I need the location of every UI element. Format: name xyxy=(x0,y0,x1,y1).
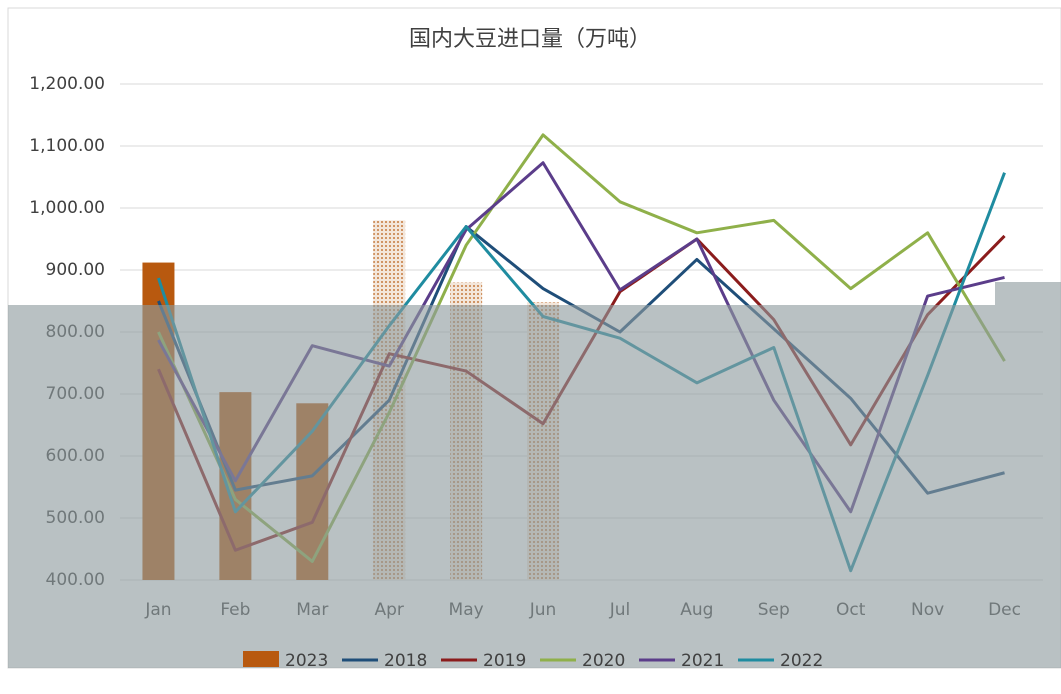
y-tick-label: 900.00 xyxy=(46,260,105,280)
legend-label: 2018 xyxy=(384,651,427,671)
chart-title: 国内大豆进口量（万吨） xyxy=(409,27,651,52)
overlay xyxy=(995,282,1061,305)
y-tick-label: 1,000.00 xyxy=(29,198,105,218)
y-tick-label: 1,100.00 xyxy=(29,136,105,156)
y-tick-label: 1,200.00 xyxy=(29,74,105,94)
legend-swatch xyxy=(243,651,279,667)
legend-label: 2020 xyxy=(582,651,625,671)
legend-label: 2023 xyxy=(285,651,328,671)
legend-label: 2019 xyxy=(483,651,526,671)
overlay xyxy=(8,305,1061,668)
legend-label: 2021 xyxy=(681,651,724,671)
legend-label: 2022 xyxy=(780,651,823,671)
